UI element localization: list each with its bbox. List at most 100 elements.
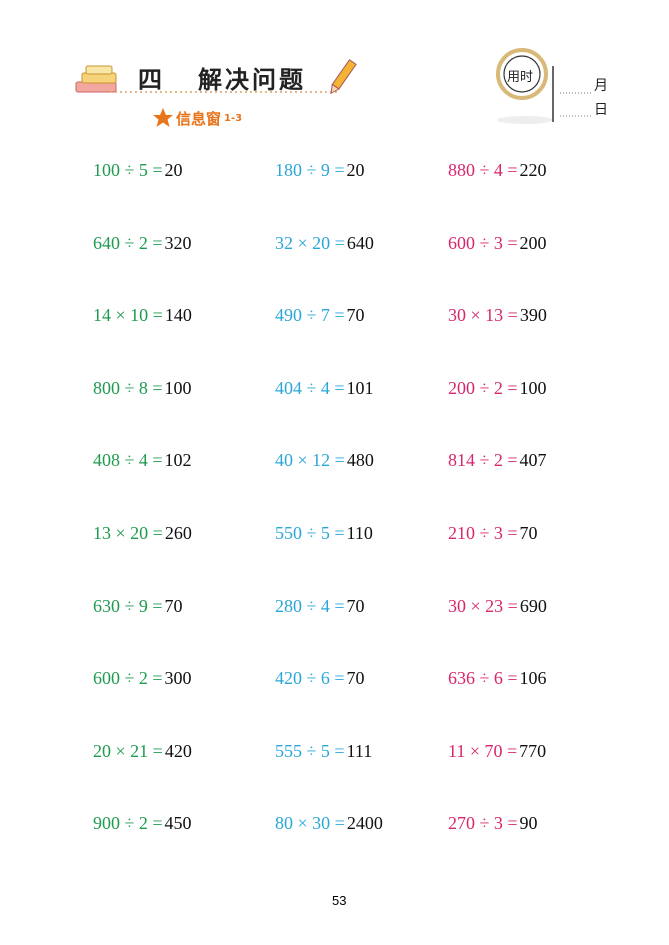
- expression: 200 ÷ 2 =: [448, 377, 518, 398]
- expression: 490 ÷ 7 =: [275, 305, 345, 326]
- expression: 880 ÷ 4 =: [448, 160, 518, 180]
- problem: 404 ÷ 4 = 101: [275, 378, 374, 398]
- answer: 407: [519, 450, 547, 471]
- answer: 70: [519, 523, 538, 543]
- answer: 220: [519, 160, 547, 180]
- expression: 210 ÷ 3 =: [448, 523, 518, 543]
- chapter: 四: [138, 66, 162, 94]
- problem: 550 ÷ 5 = 110: [275, 523, 373, 543]
- problem: 814 ÷ 2 = 407: [448, 450, 547, 470]
- problem: 80 × 30 = 2400: [275, 813, 383, 833]
- problem: 420 ÷ 6 = 70: [275, 668, 365, 688]
- expression: 408 ÷ 4 =: [93, 450, 163, 471]
- problem: 40 × 12 = 480: [275, 450, 374, 470]
- expression: 900 ÷ 2 =: [93, 813, 163, 834]
- expression: 40 × 12 =: [275, 450, 345, 471]
- problem: 636 ÷ 6 = 106: [448, 668, 547, 688]
- answer: 770: [519, 740, 547, 761]
- day-label: 日: [594, 102, 608, 118]
- expression: 270 ÷ 3 =: [448, 813, 518, 834]
- answer: 690: [519, 595, 547, 616]
- expression: 555 ÷ 5 =: [275, 740, 345, 761]
- answer: 20: [164, 160, 183, 180]
- answer: 450: [164, 813, 192, 834]
- problem: 200 ÷ 2 = 100: [448, 378, 547, 398]
- expression: 30 × 13 =: [448, 305, 518, 326]
- answer: 140: [164, 305, 192, 326]
- answer: 260: [164, 523, 192, 543]
- star-icon: [153, 108, 173, 127]
- expression: 636 ÷ 6 =: [448, 668, 518, 689]
- answer: 480: [346, 450, 374, 471]
- section-range: 1-3: [224, 113, 243, 124]
- expression: 814 ÷ 2 =: [448, 450, 518, 471]
- answer: 106: [519, 668, 547, 689]
- answer: 100: [164, 377, 192, 398]
- answer: 640: [346, 232, 374, 253]
- problem: 30 × 13 = 390: [448, 305, 547, 325]
- expression: 100 ÷ 5 =: [93, 160, 163, 180]
- problem: 555 ÷ 5 = 111: [275, 741, 372, 761]
- expression: 640 ÷ 2 =: [93, 232, 163, 253]
- problem: 100 ÷ 5 = 20: [93, 160, 183, 180]
- answer: 70: [346, 595, 365, 616]
- answer: 70: [346, 668, 365, 689]
- answer: 110: [346, 523, 373, 543]
- problem: 600 ÷ 3 = 200: [448, 233, 547, 253]
- expression: 600 ÷ 2 =: [93, 668, 163, 689]
- time-label: 用时: [507, 70, 534, 85]
- expression: 13 × 20 =: [93, 523, 163, 543]
- answer: 320: [164, 232, 192, 253]
- problem: 11 × 70 = 770: [448, 741, 546, 761]
- section: 信息窗: [176, 110, 222, 128]
- expression: 280 ÷ 4 =: [275, 595, 345, 616]
- problem: 270 ÷ 3 = 90: [448, 813, 538, 833]
- expression: 20 × 21 =: [93, 740, 163, 761]
- expression: 11 × 70 =: [448, 740, 518, 761]
- problem: 13 × 20 = 260: [93, 523, 192, 543]
- expression: 180 ÷ 9 =: [275, 160, 345, 180]
- answer: 2400: [346, 813, 383, 834]
- answer: 20: [346, 160, 365, 180]
- answer: 390: [519, 305, 547, 326]
- problem: 880 ÷ 4 = 220: [448, 160, 547, 180]
- expression: 80 × 30 =: [275, 813, 345, 834]
- problem: 30 × 23 = 690: [448, 596, 547, 616]
- answer: 300: [164, 668, 192, 689]
- month-label: 月: [594, 78, 608, 94]
- expression: 550 ÷ 5 =: [275, 523, 345, 543]
- problem: 900 ÷ 2 = 450: [93, 813, 192, 833]
- answer: 70: [164, 595, 183, 616]
- problem: 32 × 20 = 640: [275, 233, 374, 253]
- pencil-icon: [330, 59, 357, 95]
- clock: [496, 48, 548, 100]
- chapter-title: 解决问题: [198, 66, 306, 94]
- expression: 404 ÷ 4 =: [275, 377, 345, 398]
- expression: 630 ÷ 9 =: [93, 595, 163, 616]
- expression: 32 × 20 =: [275, 232, 345, 253]
- problem: 630 ÷ 9 = 70: [93, 596, 183, 616]
- problem: 210 ÷ 3 = 70: [448, 523, 538, 543]
- clock-face: [503, 55, 541, 93]
- expression: 30 × 23 =: [448, 595, 518, 616]
- answer: 420: [164, 740, 192, 761]
- books-icon: [75, 65, 117, 93]
- problem: 14 × 10 = 140: [93, 305, 192, 325]
- problem: 640 ÷ 2 = 320: [93, 233, 192, 253]
- expression: 14 × 10 =: [93, 305, 163, 326]
- problem: 600 ÷ 2 = 300: [93, 668, 192, 688]
- answer: 101: [346, 377, 374, 398]
- answer: 100: [519, 377, 547, 398]
- clock-shadow: [497, 116, 553, 124]
- expression: 600 ÷ 3 =: [448, 232, 518, 253]
- problem: 180 ÷ 9 = 20: [275, 160, 365, 180]
- expression: 800 ÷ 8 =: [93, 377, 163, 398]
- problem: 280 ÷ 4 = 70: [275, 596, 365, 616]
- expression: 420 ÷ 6 =: [275, 668, 345, 689]
- answer: 70: [346, 305, 365, 326]
- answer: 90: [519, 813, 538, 834]
- problem: 800 ÷ 8 = 100: [93, 378, 192, 398]
- answer: 111: [346, 740, 373, 761]
